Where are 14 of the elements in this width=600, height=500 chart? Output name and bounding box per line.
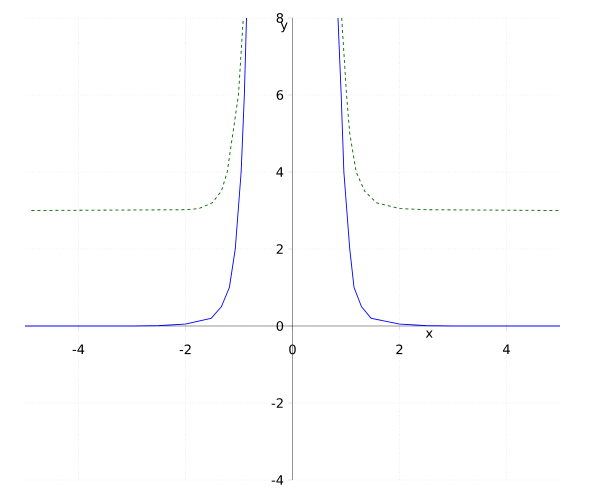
x-tick-label: -2 xyxy=(180,344,191,354)
x-tick-label: 4 xyxy=(503,344,510,354)
y-tick-label: -2 xyxy=(272,398,283,408)
y-tick-label: 0 xyxy=(276,321,284,331)
y-tick-label: 8 xyxy=(276,13,284,23)
x-axis-title: x xyxy=(426,330,433,338)
x-tick-label: 2 xyxy=(396,344,402,354)
x-tick-label: 0 xyxy=(289,344,296,354)
y-axis-title: y xyxy=(280,22,288,32)
y-tick-label: -4 xyxy=(272,475,284,485)
y-tick-label: 4 xyxy=(276,167,284,177)
x-tick-label: -4 xyxy=(72,344,84,354)
y-tick-label: 2 xyxy=(276,244,283,254)
y-tick-label: 6 xyxy=(276,90,284,100)
